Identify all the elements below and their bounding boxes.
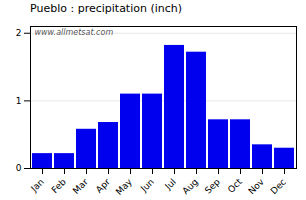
svg-text:1: 1 xyxy=(16,96,22,106)
svg-text:Jul: Jul xyxy=(162,177,177,192)
html-text:Pueblo : precipitation (inch): Pueblo : precipitation (inch) xyxy=(30,2,183,15)
svg-text:Mar: Mar xyxy=(71,176,90,195)
svg-text:Jan: Jan xyxy=(28,177,46,195)
svg-text:May: May xyxy=(114,176,135,197)
svg-text:Nov: Nov xyxy=(246,176,266,196)
svg-text:Feb: Feb xyxy=(50,177,69,196)
svg-text:Oct: Oct xyxy=(226,176,244,194)
svg-text:Jun: Jun xyxy=(138,177,156,195)
svg-text:Sep: Sep xyxy=(203,177,222,196)
svg-text:Dec: Dec xyxy=(269,177,288,196)
svg-text:0: 0 xyxy=(16,163,22,173)
svg-text:Apr: Apr xyxy=(94,177,112,195)
svg-text:www.allmetsat.com: www.allmetsat.com xyxy=(35,28,114,37)
svg-text:2: 2 xyxy=(16,28,22,38)
svg-text:Aug: Aug xyxy=(180,177,200,197)
